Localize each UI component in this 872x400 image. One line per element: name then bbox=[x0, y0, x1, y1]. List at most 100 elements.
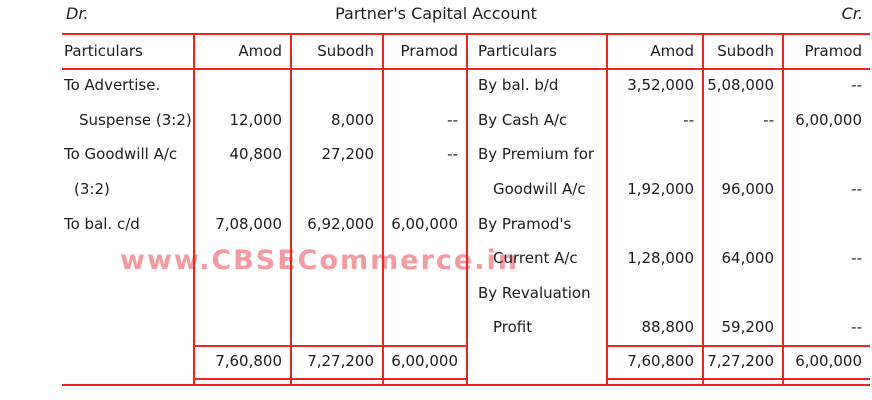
credit-subodh-value: 64,000 bbox=[721, 249, 775, 268]
credit-subodh-value: -- bbox=[763, 110, 774, 129]
header-underline-rule bbox=[62, 68, 870, 70]
debit-pramod-value: 6,00,000 bbox=[391, 214, 458, 233]
debit-amod-value bbox=[193, 276, 290, 311]
credit-subodh-value bbox=[702, 137, 782, 172]
debit-amod-value: 40,800 bbox=[229, 145, 283, 164]
debit-pramod-value bbox=[382, 310, 466, 345]
debit-amod-value bbox=[193, 68, 290, 103]
watermark: www.CBSECommerce.in bbox=[120, 245, 519, 276]
credit-pramod-value: -- bbox=[851, 180, 862, 199]
credit-amod-value: 1,92,000 bbox=[627, 180, 694, 199]
credit-pramod-value: -- bbox=[851, 76, 862, 95]
credit-subodh-value bbox=[702, 206, 782, 241]
debit-amod-value bbox=[193, 172, 290, 207]
table-top-rule bbox=[62, 33, 870, 35]
debit-subodh-value bbox=[290, 172, 382, 207]
dr-label: Dr. bbox=[66, 4, 89, 23]
total-double-rule-credit bbox=[606, 378, 870, 380]
debit-amod-value: 12,000 bbox=[229, 110, 283, 129]
debit-particulars: To Goodwill A/c bbox=[64, 145, 178, 164]
table-grid: Particulars Amod Subodh Pramod Particula… bbox=[62, 33, 870, 378]
debit-particulars: (3:2) bbox=[74, 180, 110, 199]
credit-total-label bbox=[466, 345, 606, 378]
debit-pramod-value: -- bbox=[447, 110, 458, 129]
debit-subodh-value bbox=[290, 276, 382, 311]
debit-particulars bbox=[62, 310, 193, 345]
debit-subodh-value: 8,000 bbox=[331, 110, 374, 129]
debit-subodh-value: 27,200 bbox=[321, 145, 375, 164]
debit-pramod-value bbox=[382, 68, 466, 103]
credit-header-particulars: Particulars bbox=[478, 41, 557, 60]
debit-subodh-value bbox=[290, 241, 382, 276]
debit-particulars: Suspense (3:2) bbox=[79, 110, 192, 129]
debit-amod-value bbox=[193, 241, 290, 276]
table-bottom-rule bbox=[62, 384, 870, 386]
credit-header-pramod: Pramod bbox=[804, 41, 862, 60]
side-divider-rule bbox=[466, 33, 468, 386]
column-rule bbox=[702, 33, 704, 386]
credit-particulars: By bal. b/d bbox=[478, 76, 559, 95]
debit-pramod-value bbox=[382, 241, 466, 276]
debit-header-amod: Amod bbox=[238, 41, 282, 60]
debit-header-pramod: Pramod bbox=[400, 41, 458, 60]
credit-amod-value bbox=[606, 276, 702, 311]
credit-amod-value: -- bbox=[683, 110, 694, 129]
column-rule bbox=[193, 33, 195, 386]
credit-pramod-value bbox=[782, 137, 870, 172]
credit-amod-value: 88,800 bbox=[641, 318, 695, 337]
column-rule bbox=[606, 33, 608, 386]
credit-amod-value bbox=[606, 137, 702, 172]
credit-subodh-value: 59,200 bbox=[721, 318, 775, 337]
credit-particulars: Goodwill A/c bbox=[493, 180, 586, 199]
debit-amod-value bbox=[193, 310, 290, 345]
credit-pramod-value: 6,00,000 bbox=[795, 110, 862, 129]
column-rule bbox=[290, 33, 292, 386]
credit-subodh-value: 5,08,000 bbox=[707, 76, 774, 95]
credit-header-amod: Amod bbox=[650, 41, 694, 60]
debit-pramod-value bbox=[382, 276, 466, 311]
page-title: Partner's Capital Account bbox=[335, 4, 537, 23]
debit-particulars: To bal. c/d bbox=[64, 214, 140, 233]
credit-total-subodh: 7,27,200 bbox=[707, 352, 774, 371]
debit-total-pramod: 6,00,000 bbox=[391, 352, 458, 371]
debit-total-amod: 7,60,800 bbox=[215, 352, 282, 371]
debit-amod-value: 7,08,000 bbox=[215, 214, 282, 233]
total-top-rule-credit bbox=[606, 345, 870, 347]
debit-particulars bbox=[62, 241, 193, 276]
debit-particulars bbox=[62, 276, 193, 311]
credit-particulars: By Pramod's bbox=[478, 214, 572, 233]
debit-pramod-value: -- bbox=[447, 145, 458, 164]
credit-amod-value: 1,28,000 bbox=[627, 249, 694, 268]
credit-particulars: By Premium for bbox=[478, 145, 595, 164]
credit-pramod-value bbox=[782, 276, 870, 311]
caption-row: Dr. Partner's Capital Account Cr. bbox=[0, 4, 872, 28]
cr-label: Cr. bbox=[841, 4, 863, 23]
credit-particulars: By Revaluation bbox=[478, 283, 591, 302]
column-rule bbox=[382, 33, 384, 386]
credit-total-amod: 7,60,800 bbox=[627, 352, 694, 371]
debit-header-subodh: Subodh bbox=[317, 41, 374, 60]
credit-subodh-value: 96,000 bbox=[721, 180, 775, 199]
debit-pramod-value bbox=[382, 172, 466, 207]
debit-subodh-value bbox=[290, 68, 382, 103]
column-rule bbox=[782, 33, 784, 386]
credit-amod-value: 3,52,000 bbox=[627, 76, 694, 95]
credit-particulars: Profit bbox=[493, 318, 533, 337]
credit-subodh-value bbox=[702, 276, 782, 311]
debit-particulars: To Advertise. bbox=[64, 76, 161, 95]
debit-total-subodh: 7,27,200 bbox=[307, 352, 374, 371]
debit-subodh-value bbox=[290, 310, 382, 345]
credit-particulars: By Cash A/c bbox=[478, 110, 568, 129]
credit-pramod-value: -- bbox=[851, 249, 862, 268]
credit-total-pramod: 6,00,000 bbox=[795, 352, 862, 371]
debit-header-particulars: Particulars bbox=[64, 41, 143, 60]
credit-pramod-value bbox=[782, 206, 870, 241]
capital-account-table: Particulars Amod Subodh Pramod Particula… bbox=[62, 33, 870, 386]
credit-header-subodh: Subodh bbox=[717, 41, 774, 60]
debit-subodh-value: 6,92,000 bbox=[307, 214, 374, 233]
credit-particulars: Current A/c bbox=[493, 249, 578, 268]
total-double-rule-debit bbox=[193, 378, 466, 380]
credit-pramod-value: -- bbox=[851, 318, 862, 337]
total-top-rule-debit bbox=[193, 345, 466, 347]
